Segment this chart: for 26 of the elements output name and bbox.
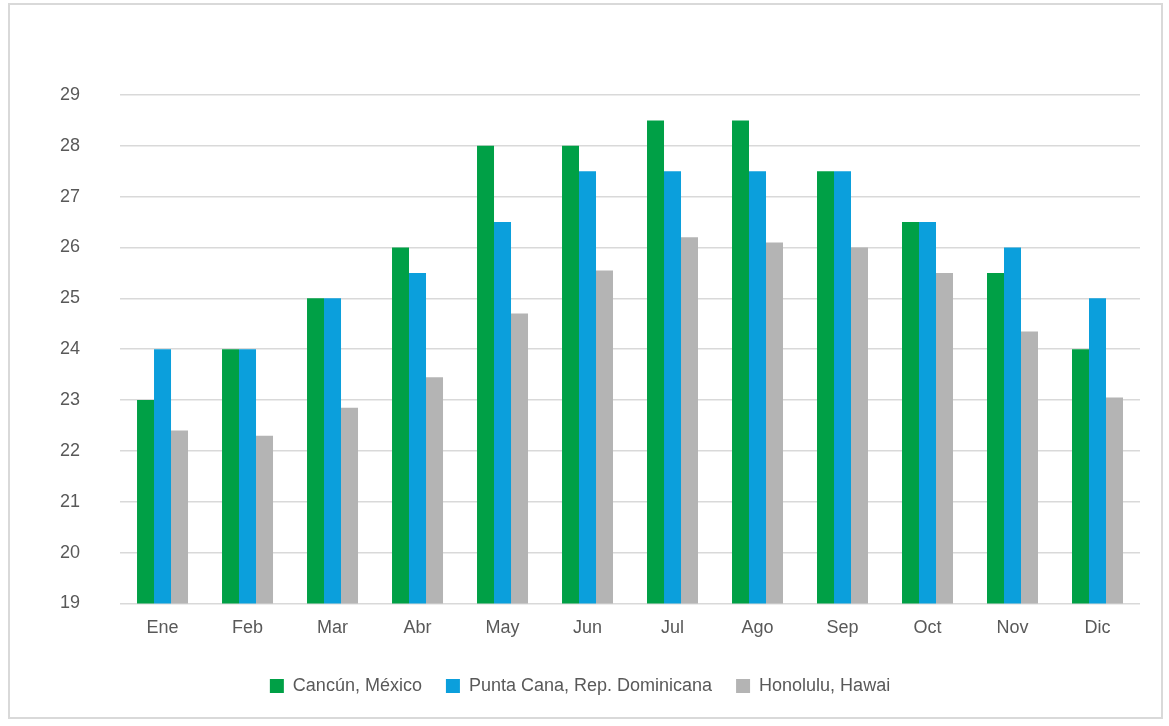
y-tick-label: 19 xyxy=(59,592,81,613)
x-tick-label: Sep xyxy=(826,617,859,638)
y-tick-label: 21 xyxy=(59,490,81,511)
x-tick-label: Jun xyxy=(573,617,603,638)
x-tick-label: Oct xyxy=(913,617,942,638)
y-tick-label: 27 xyxy=(59,185,81,206)
x-tick-label: Ene xyxy=(146,617,179,638)
legend-label: Cancún, México xyxy=(292,674,422,695)
y-tick-label: 29 xyxy=(59,83,81,104)
x-tick-label: Dic xyxy=(1084,617,1111,638)
y-tick-label: 23 xyxy=(59,389,81,410)
y-tick-label: 24 xyxy=(59,338,81,359)
x-tick-label: Mar xyxy=(317,617,349,638)
y-tick-label: 26 xyxy=(59,236,81,257)
y-tick-label: 20 xyxy=(59,541,81,562)
x-tick-label: Abr xyxy=(403,617,432,638)
x-tick-label: Feb xyxy=(232,617,264,638)
x-tick-label: Ago xyxy=(741,617,774,638)
legend-label: Honolulu, Hawai xyxy=(759,674,891,695)
x-tick-label: Jul xyxy=(661,617,685,638)
x-tick-label: May xyxy=(485,617,520,638)
legend-label: Punta Cana, Rep. Dominicana xyxy=(468,674,714,695)
x-tick-label: Nov xyxy=(996,617,1029,638)
y-tick-label: 22 xyxy=(59,439,81,460)
y-tick-label: 28 xyxy=(59,134,81,155)
y-tick-label: 25 xyxy=(59,287,81,308)
